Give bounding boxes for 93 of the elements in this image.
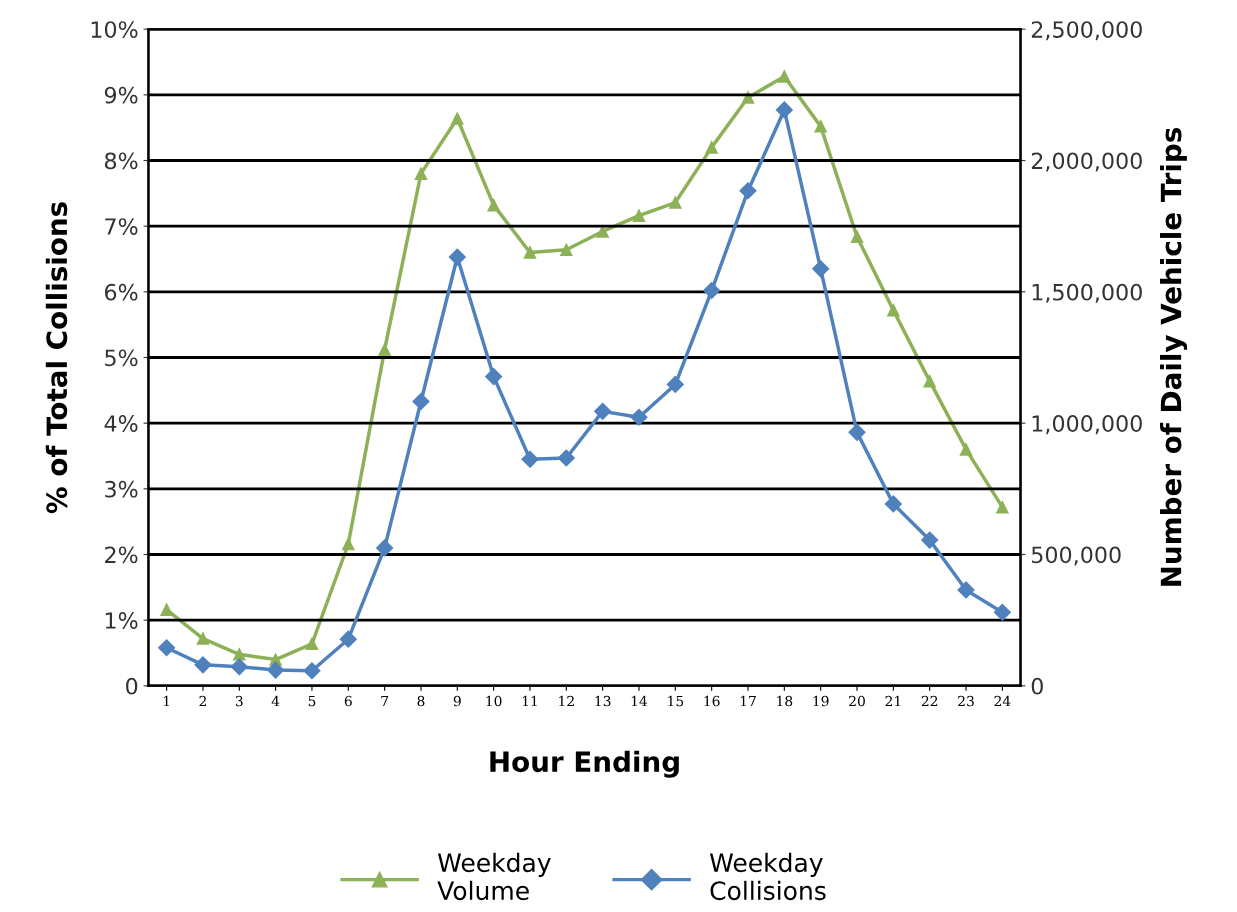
point bbox=[705, 141, 718, 154]
point bbox=[666, 375, 684, 393]
x-tick-label: 10 bbox=[486, 695, 502, 707]
x-tick-label: 18 bbox=[777, 695, 793, 707]
point bbox=[303, 662, 321, 680]
point bbox=[412, 392, 430, 411]
x-tick-label: 13 bbox=[595, 695, 611, 707]
point bbox=[521, 450, 539, 468]
point bbox=[596, 225, 609, 238]
point bbox=[921, 531, 939, 549]
point bbox=[194, 656, 212, 674]
y-tick-label: 1% bbox=[105, 612, 138, 629]
x-tick-label: 2 bbox=[199, 695, 206, 707]
point bbox=[848, 423, 866, 441]
y-tick-label: 9% bbox=[104, 86, 138, 104]
point bbox=[739, 182, 757, 200]
point bbox=[233, 648, 246, 661]
point bbox=[814, 120, 827, 133]
point bbox=[448, 248, 466, 266]
point bbox=[339, 630, 357, 648]
x-tick-label: 9 bbox=[453, 695, 461, 707]
point bbox=[485, 367, 503, 386]
x-tick-label: 1 bbox=[163, 695, 170, 707]
x-tick-label: 8 bbox=[417, 695, 425, 707]
point bbox=[884, 495, 902, 513]
point bbox=[196, 632, 210, 645]
x-tick-label: 11 bbox=[522, 695, 537, 707]
x-tick-label: 17 bbox=[740, 695, 756, 707]
point bbox=[850, 230, 864, 243]
y2-tick-label: 2,500,000 bbox=[1031, 21, 1142, 41]
x-tick-label: 6 bbox=[344, 695, 352, 707]
x-tick-label: 3 bbox=[235, 695, 243, 707]
y-tick-label: 10% bbox=[91, 21, 138, 38]
x-tick-label: 5 bbox=[308, 695, 316, 707]
x-tick-label: 22 bbox=[921, 695, 938, 707]
y-tick-label: 8% bbox=[104, 152, 138, 170]
y2-tick-label: 500,000 bbox=[1031, 546, 1121, 566]
point bbox=[669, 196, 682, 209]
point bbox=[996, 500, 1009, 514]
point bbox=[778, 70, 791, 83]
x-tick-label: 7 bbox=[381, 695, 389, 707]
x-tick-label: 21 bbox=[885, 695, 901, 707]
x-tick-label: 15 bbox=[668, 695, 684, 707]
point bbox=[487, 198, 500, 212]
point bbox=[594, 402, 612, 420]
x-tick-label: 19 bbox=[813, 695, 829, 707]
x-tick-label: 12 bbox=[559, 695, 574, 707]
legend-label: Weekday Collisions bbox=[709, 852, 826, 901]
point bbox=[342, 537, 355, 551]
point bbox=[160, 603, 173, 616]
y-tick-label: 0 bbox=[126, 677, 138, 695]
point bbox=[451, 112, 464, 125]
legend-label: Weekday Volume bbox=[437, 852, 551, 901]
point bbox=[959, 443, 973, 456]
y-tick-label: 5% bbox=[105, 349, 138, 367]
point bbox=[414, 167, 428, 180]
point bbox=[957, 581, 975, 599]
point bbox=[523, 246, 537, 259]
y2-axis-title: Number of Daily Vehicle Trips bbox=[1160, 127, 1188, 586]
point bbox=[775, 101, 793, 119]
y2-tick-label: 1,000,000 bbox=[1032, 415, 1142, 435]
y-tick-label: 2% bbox=[105, 546, 138, 564]
point bbox=[376, 539, 394, 557]
point bbox=[378, 343, 391, 356]
x-axis-title: Hour Ending bbox=[490, 750, 679, 778]
point bbox=[158, 639, 176, 657]
point bbox=[305, 637, 319, 651]
point bbox=[632, 209, 646, 222]
point bbox=[993, 603, 1011, 621]
y-tick-label: 6% bbox=[105, 283, 138, 301]
y-tick-label: 3% bbox=[105, 480, 138, 498]
y-axis-title: % of Total Collisions bbox=[45, 202, 68, 514]
point bbox=[560, 243, 573, 257]
point bbox=[887, 303, 900, 317]
x-tick-label: 16 bbox=[704, 695, 720, 707]
y2-tick-label: 0 bbox=[1031, 677, 1043, 695]
point bbox=[812, 260, 830, 278]
point bbox=[923, 374, 936, 388]
point bbox=[703, 281, 721, 300]
point bbox=[230, 658, 248, 676]
x-tick-label: 4 bbox=[271, 695, 280, 707]
y2-tick-label: 1,500,000 bbox=[1032, 283, 1142, 303]
y2-tick-label: 2,000,000 bbox=[1031, 152, 1142, 172]
point bbox=[267, 661, 285, 679]
point bbox=[741, 91, 755, 104]
point bbox=[557, 449, 575, 467]
y-tick-label: 7% bbox=[105, 218, 138, 235]
x-tick-label: 23 bbox=[958, 695, 974, 707]
x-tick-label: 14 bbox=[631, 695, 648, 707]
x-tick-label: 24 bbox=[994, 695, 1011, 707]
point bbox=[630, 408, 648, 426]
x-tick-label: 20 bbox=[849, 695, 865, 707]
y-tick-label: 4% bbox=[104, 415, 138, 432]
